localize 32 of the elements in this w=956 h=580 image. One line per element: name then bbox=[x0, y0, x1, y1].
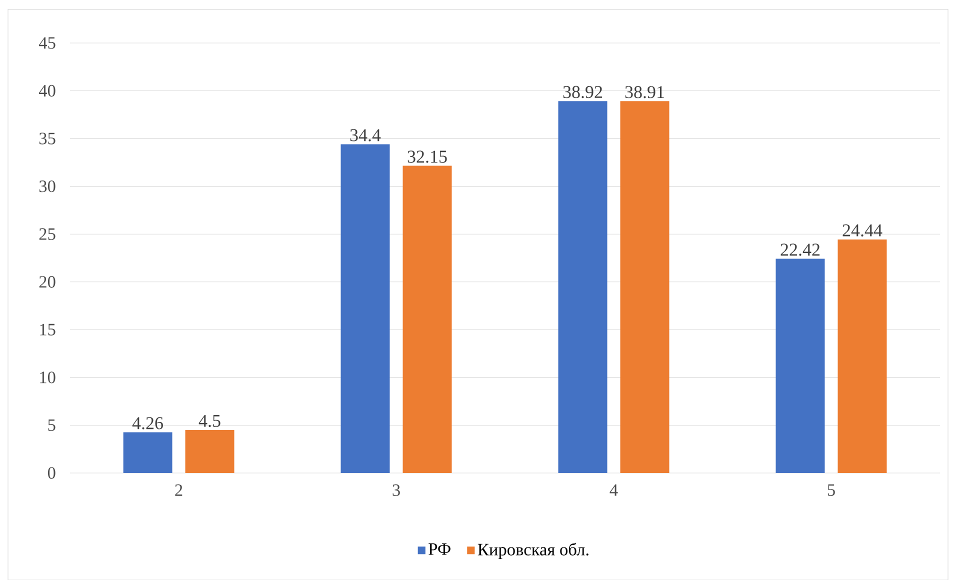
y-tick-label: 25 bbox=[39, 228, 56, 240]
bar bbox=[123, 432, 172, 473]
y-tick-label: 45 bbox=[38, 37, 56, 49]
bar bbox=[838, 239, 887, 473]
y-tick-label: 5 bbox=[48, 419, 56, 431]
bar bbox=[185, 430, 234, 473]
data-label: 4.26 bbox=[132, 417, 163, 430]
bar bbox=[402, 166, 452, 473]
y-tick-label: 30 bbox=[39, 180, 56, 192]
x-tick-label: 4 bbox=[610, 484, 618, 496]
data-label: 22.42 bbox=[780, 244, 820, 256]
bar bbox=[558, 101, 608, 473]
data-label: 38.92 bbox=[563, 86, 602, 98]
bar bbox=[340, 144, 390, 473]
y-tick-label: 40 bbox=[38, 84, 56, 97]
legend-label: Кировская обл. bbox=[478, 542, 588, 559]
y-tick-label: 10 bbox=[40, 372, 56, 384]
y-tick-label: 35 bbox=[39, 132, 56, 144]
x-tick-label: 2 bbox=[175, 484, 182, 496]
data-label: 32.15 bbox=[408, 150, 447, 163]
legend-label: РФ bbox=[428, 543, 450, 555]
data-label: 4.5 bbox=[198, 414, 220, 428]
y-tick-label: 0 bbox=[48, 467, 56, 479]
x-tick-label: 5 bbox=[828, 484, 835, 496]
data-label: 38.91 bbox=[625, 86, 664, 98]
data-label: 34.4 bbox=[350, 129, 381, 142]
bar bbox=[776, 258, 825, 473]
data-label: 24.44 bbox=[842, 224, 882, 237]
y-tick-label: 15 bbox=[40, 324, 56, 336]
y-tick-label: 20 bbox=[39, 276, 56, 288]
x-tick-label: 3 bbox=[392, 484, 400, 496]
bar bbox=[620, 101, 670, 473]
